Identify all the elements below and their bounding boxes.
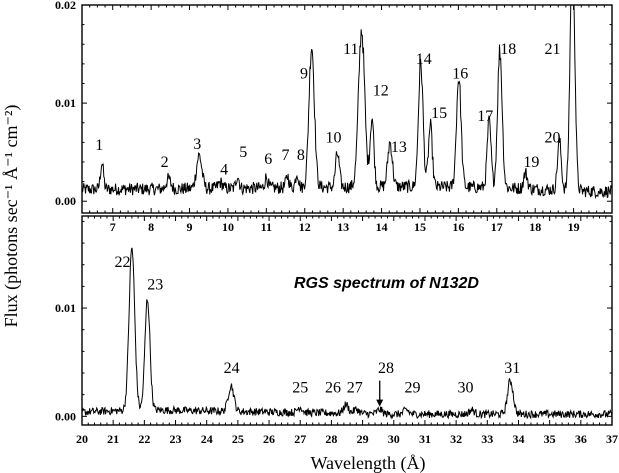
peak-label-7: 7 bbox=[282, 147, 290, 164]
x-tick-label-19: 19 bbox=[568, 220, 580, 234]
x-axis-label: Wavelength (Å) bbox=[310, 453, 425, 473]
peak-label-14: 14 bbox=[416, 51, 432, 68]
peak-label-2: 2 bbox=[161, 154, 169, 171]
x-tick-label-15: 15 bbox=[414, 220, 426, 234]
x-tick-label-30: 30 bbox=[388, 432, 400, 446]
top-axes-frame bbox=[81, 4, 613, 214]
x-tick-label-26: 26 bbox=[263, 432, 275, 446]
x-tick-label-36: 36 bbox=[575, 432, 587, 446]
peak-label-15: 15 bbox=[431, 105, 447, 122]
peak-label-31: 31 bbox=[504, 360, 520, 377]
peak-label-30: 30 bbox=[457, 380, 473, 397]
peak-label-5: 5 bbox=[239, 144, 247, 161]
peak-label-19: 19 bbox=[523, 154, 539, 171]
peak-label-27: 27 bbox=[347, 380, 363, 397]
x-tick-label-37: 37 bbox=[606, 432, 618, 446]
peak-label-29: 29 bbox=[404, 380, 420, 397]
x-tick-label-23: 23 bbox=[170, 432, 182, 446]
bottom-peak-labels: 22 23 24 25 26 27 28 29 30 31 bbox=[115, 254, 520, 407]
y-tick-label-0.01: 0.01 bbox=[55, 301, 76, 315]
chart-annotation: RGS spectrum of N132D bbox=[294, 275, 479, 292]
top-spectrum-line bbox=[82, 5, 612, 199]
y-tick-label-0.02: 0.02 bbox=[55, 0, 76, 12]
bottom-spectrum-line bbox=[82, 247, 612, 420]
x-tick-label-11: 11 bbox=[261, 220, 272, 234]
x-tick-label-21: 21 bbox=[107, 432, 119, 446]
x-tick-label-29: 29 bbox=[357, 432, 369, 446]
top-axes: 7 8 9 10 11 12 13 14 15 16 17 18 190.000.010.02 bbox=[55, 0, 613, 234]
peak-label-28: 28 bbox=[378, 360, 394, 377]
peak-label-20: 20 bbox=[544, 129, 560, 146]
peak-label-4: 4 bbox=[220, 162, 228, 179]
x-tick-label-27: 27 bbox=[294, 432, 306, 446]
peak-label-26: 26 bbox=[325, 380, 341, 397]
bottom-axes: 20 21 22 23 24 25 26 27 28 29 30 31 32 33 34 35 36 37 0.00… bbox=[55, 215, 618, 446]
peak-label-8: 8 bbox=[297, 147, 305, 164]
peak-label-3: 3 bbox=[193, 136, 201, 153]
x-tick-label-12: 12 bbox=[299, 220, 311, 234]
y-tick-label-0.00: 0.00 bbox=[55, 409, 76, 423]
peak-label-25: 25 bbox=[292, 380, 308, 397]
peak-label-23: 23 bbox=[147, 277, 163, 294]
peak-label-12: 12 bbox=[373, 82, 389, 99]
top-spectrum-layer bbox=[82, 5, 612, 199]
peak-label-13: 13 bbox=[391, 139, 407, 156]
x-tick-label-8: 8 bbox=[148, 220, 154, 234]
bottom-axes-frame bbox=[81, 215, 613, 426]
x-tick-label-32: 32 bbox=[450, 432, 462, 446]
x-tick-label-9: 9 bbox=[187, 220, 193, 234]
x-tick-label-20: 20 bbox=[76, 432, 88, 446]
x-tick-label-25: 25 bbox=[232, 432, 244, 446]
x-tick-label-33: 33 bbox=[481, 432, 493, 446]
peak-label-1: 1 bbox=[95, 137, 103, 154]
x-tick-label-14: 14 bbox=[376, 220, 388, 234]
x-tick-label-10: 10 bbox=[222, 220, 234, 234]
peak-label-21: 21 bbox=[544, 41, 560, 58]
x-tick-label-7: 7 bbox=[110, 220, 116, 234]
y-tick-label-0.00: 0.00 bbox=[55, 194, 76, 208]
bottom-spectrum-layer bbox=[82, 247, 612, 420]
y-axis-label: Flux (photons sec⁻¹ Å⁻¹ cm⁻²) bbox=[1, 105, 22, 328]
peak-label-6: 6 bbox=[264, 151, 272, 168]
y-tick-label-0.01: 0.01 bbox=[55, 96, 76, 110]
x-tick-label-34: 34 bbox=[512, 432, 524, 446]
x-tick-label-18: 18 bbox=[529, 220, 541, 234]
peak-label-11: 11 bbox=[343, 41, 358, 58]
x-tick-label-31: 31 bbox=[419, 432, 431, 446]
peak-label-9: 9 bbox=[300, 66, 308, 83]
x-tick-label-28: 28 bbox=[325, 432, 337, 446]
x-tick-label-17: 17 bbox=[491, 220, 503, 234]
peak-label-24: 24 bbox=[224, 360, 240, 377]
x-tick-label-22: 22 bbox=[138, 432, 150, 446]
peak-label-10: 10 bbox=[326, 129, 342, 146]
x-tick-label-35: 35 bbox=[544, 432, 556, 446]
peak-label-16: 16 bbox=[452, 66, 468, 83]
x-tick-label-24: 24 bbox=[201, 432, 213, 446]
peak-label-18: 18 bbox=[500, 41, 516, 58]
x-tick-label-16: 16 bbox=[452, 220, 464, 234]
arrow-head bbox=[376, 399, 384, 407]
peak-label-17: 17 bbox=[477, 108, 493, 125]
x-tick-label-13: 13 bbox=[337, 220, 349, 234]
peak-label-22: 22 bbox=[115, 254, 131, 271]
